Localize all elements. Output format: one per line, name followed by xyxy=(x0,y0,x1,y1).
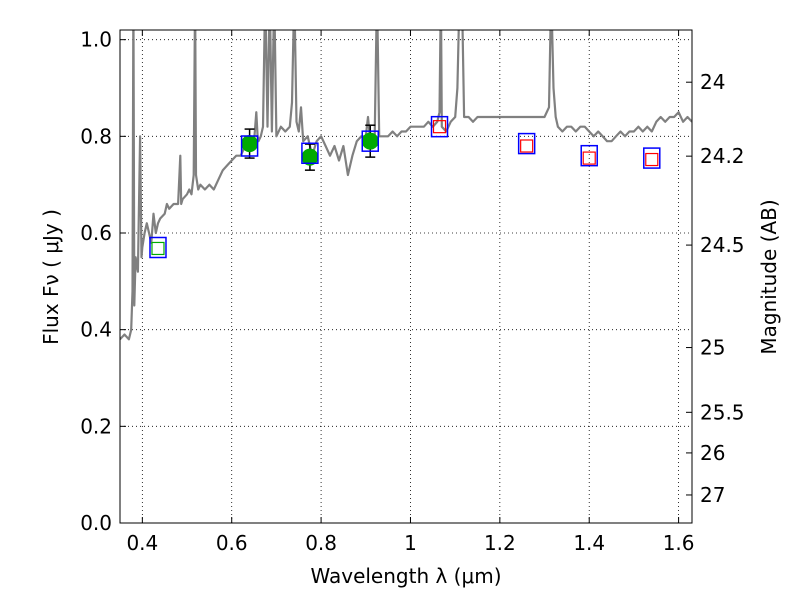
x-tick-label: 1 xyxy=(404,531,417,555)
model-flux-square xyxy=(301,142,319,164)
plot-frame xyxy=(119,29,693,524)
model-flux-square xyxy=(361,130,379,152)
model-flux-square xyxy=(517,132,536,155)
spectrum-line xyxy=(120,30,692,341)
y2-tick-label: 24.2 xyxy=(700,144,745,168)
model-flux-square xyxy=(240,135,259,157)
model-flux-square xyxy=(643,147,661,169)
y-tick-label: 0.0 xyxy=(80,511,112,535)
predicted-flux-square xyxy=(582,151,596,165)
predicted-flux-square xyxy=(520,139,534,153)
y2-tick-label: 24 xyxy=(700,70,725,94)
y2-tick-label: 25 xyxy=(700,336,725,360)
x-tick-label: 0.8 xyxy=(305,531,337,555)
y2-tick-label: 26 xyxy=(700,441,725,465)
x-tick-label: 0.4 xyxy=(126,531,158,555)
y-tick-label: 0.4 xyxy=(80,318,112,342)
y-tick-label: 0.8 xyxy=(80,124,112,148)
y2-axis-label: Magnitude (AB) xyxy=(757,199,781,354)
model-flux-square xyxy=(430,115,449,138)
x-axis-label: Wavelength λ (μm) xyxy=(310,564,501,588)
x-tick-label: 1.4 xyxy=(573,531,605,555)
grid-lines xyxy=(120,30,692,523)
x-tick-label: 1.6 xyxy=(663,531,695,555)
marker-layer xyxy=(149,115,661,259)
y-tick-label: 0.2 xyxy=(80,414,112,438)
spectrum-layer xyxy=(120,30,692,341)
y-axis-label: Flux Fν ( μJy ) xyxy=(39,209,63,345)
model-flux-square xyxy=(149,236,167,259)
y2-tick-label: 24.5 xyxy=(700,233,745,257)
observed-flux-point xyxy=(361,132,379,150)
tick-layer: 0.4 0.6 0.8 1 1.2 1.4 1.6 0.0 0.2 0.4 0.6 0.8 1.0 24 2… xyxy=(80,28,744,555)
observed-flux-point xyxy=(241,135,259,153)
predicted-flux-square xyxy=(645,152,659,167)
observed-flux-square xyxy=(151,241,165,256)
x-tick-label: 1.2 xyxy=(484,531,516,555)
y2-tick-label: 27 xyxy=(700,483,725,507)
x-tick-label: 0.6 xyxy=(216,531,248,555)
predicted-flux-square xyxy=(432,120,447,134)
model-flux-square xyxy=(580,144,598,167)
y2-tick-label: 25.5 xyxy=(700,400,745,424)
y-tick-label: 0.6 xyxy=(80,221,112,245)
y-tick-label: 1.0 xyxy=(80,28,112,52)
